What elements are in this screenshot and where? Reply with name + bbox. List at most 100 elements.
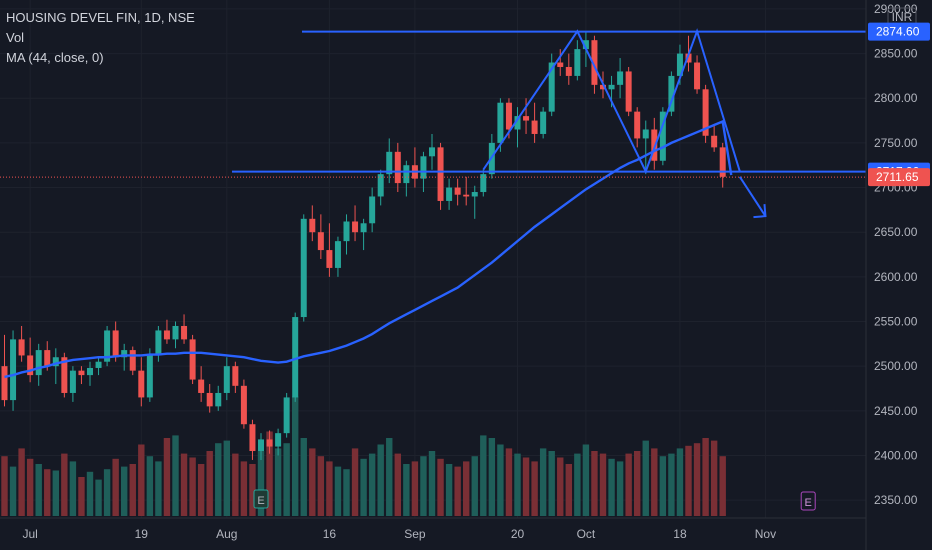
volume-bar (351, 448, 359, 516)
candle-body (198, 379, 205, 393)
volume-bar (206, 451, 213, 516)
candle-body (685, 53, 692, 63)
price-tick-label: 2500.00 (874, 359, 918, 373)
time-tick-label: 16 (323, 527, 337, 541)
volume-bar (266, 431, 273, 516)
volume-bar (539, 448, 547, 516)
candle-body (540, 111, 547, 134)
candle-body (548, 62, 555, 112)
candle-body (155, 330, 162, 356)
earnings-marker-letter: E (805, 497, 812, 509)
volume-bar (505, 448, 513, 516)
candle-body (531, 120, 538, 134)
volume-bar (608, 458, 615, 516)
projection-arrow-shaft (738, 176, 767, 217)
price-tick-label: 2800.00 (874, 91, 918, 105)
volume-bar (240, 461, 248, 516)
volume-bar (634, 451, 641, 516)
candle-body (317, 232, 324, 251)
price-tag-text: 2874.60 (876, 25, 920, 39)
volume-bar (719, 456, 726, 516)
earnings-marker-box (800, 491, 816, 511)
volume-bar (257, 451, 265, 516)
volume-bar (668, 453, 675, 516)
candle-body (44, 350, 51, 367)
volume-bar (463, 461, 470, 516)
candles (1, 31, 726, 460)
price-tick-label: 2350.00 (874, 493, 918, 507)
volume-bar (215, 443, 222, 516)
volume-bar (232, 453, 239, 516)
price-tag-box (868, 168, 930, 187)
time-axis: Jul 19 Aug 16 Sep 20 Oct 18 Nov (0, 517, 866, 541)
candle-body (591, 40, 598, 85)
volume-bar (172, 435, 179, 516)
candle-body (651, 129, 658, 161)
volume-bar (1, 456, 8, 516)
price-tick-label: 2600.00 (874, 270, 918, 284)
candle-body (69, 370, 76, 393)
candle-body (206, 392, 213, 407)
volume-bar (411, 461, 419, 516)
volume-bar (599, 453, 607, 516)
candle-body (10, 339, 17, 401)
candle-body (104, 330, 111, 362)
volume-bar (488, 438, 496, 516)
candle-body (258, 439, 264, 452)
time-tick-label: Aug (216, 527, 237, 541)
volume-bar (309, 448, 316, 516)
candle-body (429, 147, 435, 157)
time-tick-label: Oct (577, 527, 596, 541)
volume-bar (565, 464, 572, 516)
volume-bar (44, 469, 51, 516)
candle-body (87, 367, 93, 376)
candle-body (711, 135, 718, 148)
ma-indicator-label[interactable]: MA (44, close, 0) (6, 50, 104, 65)
volume-bar (283, 443, 290, 516)
drawings (0, 28, 866, 219)
candle-body (471, 192, 478, 197)
candle-body (446, 187, 453, 201)
volume-bar (651, 448, 658, 516)
candle-body (369, 196, 376, 224)
volume-bar (591, 451, 598, 516)
candle-body (300, 218, 307, 318)
candle-body (146, 355, 153, 398)
price-tick-label: 2850.00 (874, 47, 918, 61)
candle-body (343, 221, 350, 242)
candle-body (634, 111, 641, 139)
candle-body (232, 366, 239, 386)
candle-body (172, 325, 179, 340)
candle-body (702, 89, 709, 136)
volume-bar (274, 448, 282, 516)
candle-body (403, 165, 410, 184)
candle-body (608, 84, 615, 90)
candle-body (292, 317, 299, 398)
volume-bar (702, 438, 709, 516)
candle-body (437, 147, 444, 201)
volume-bar (292, 396, 299, 516)
volume-bar (317, 456, 325, 516)
volume-bar (86, 471, 94, 516)
volume-bar (103, 469, 111, 516)
time-tick-label: Jul (22, 527, 37, 541)
candle-body (514, 116, 521, 130)
volume-bar (471, 456, 478, 516)
volume-bar (437, 458, 444, 516)
volume-bar (95, 479, 102, 516)
candle-body (163, 330, 170, 340)
candle-body (215, 392, 222, 407)
volume-bar (616, 461, 624, 516)
candle-body (78, 370, 85, 376)
volume-indicator-label[interactable]: Vol (6, 30, 25, 45)
moving-average-line (4, 119, 733, 379)
volume-bar (642, 440, 649, 516)
symbol-title[interactable]: HOUSING DEVEL FIN, 1D, NSE (6, 10, 195, 25)
candle-body (334, 241, 341, 268)
candle-body (480, 174, 487, 193)
candle-body (129, 350, 136, 371)
volume-bar (189, 457, 196, 516)
candle-body (181, 325, 188, 340)
